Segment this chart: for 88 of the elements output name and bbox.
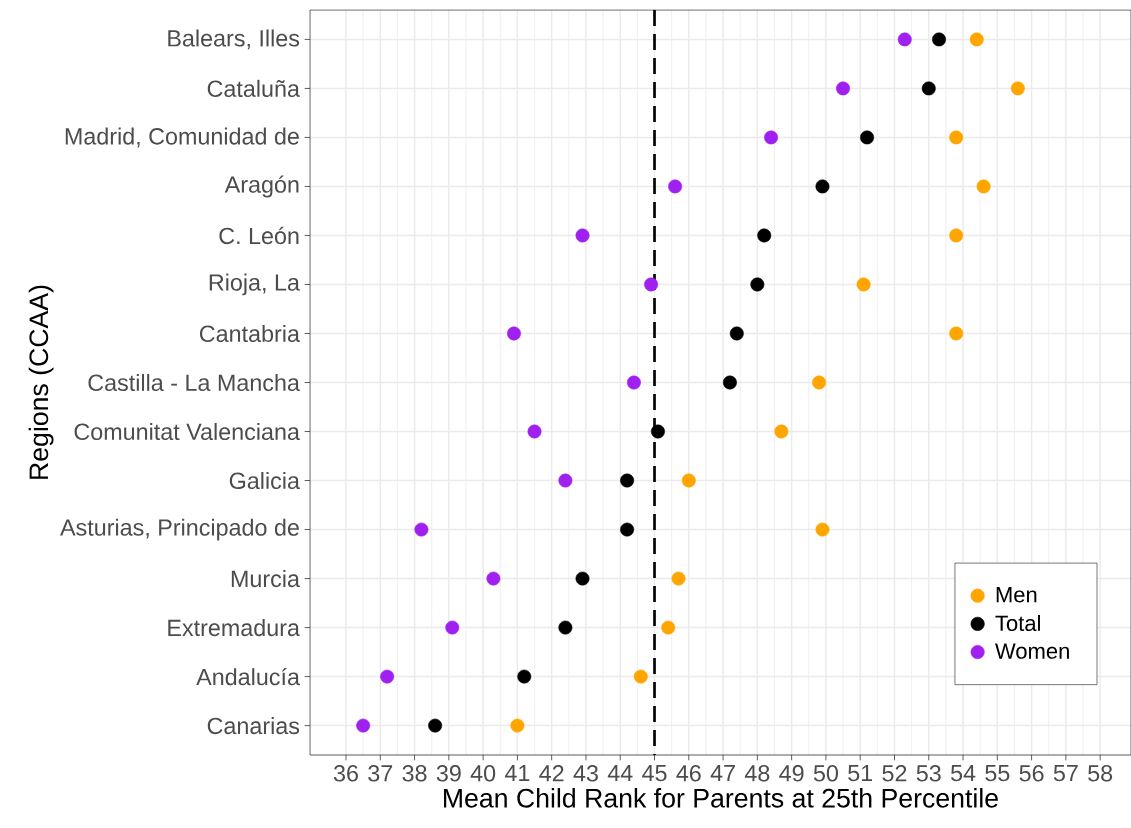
point	[949, 326, 964, 341]
point	[815, 522, 830, 537]
x-tick-label: 50	[813, 765, 838, 782]
point	[527, 424, 542, 439]
point	[633, 669, 648, 684]
x-tick-label: 56	[1019, 765, 1044, 782]
point	[836, 81, 850, 96]
point	[757, 228, 772, 243]
point	[428, 718, 443, 733]
x-tick-label: 53	[916, 765, 941, 782]
point	[558, 620, 573, 635]
point	[644, 277, 659, 292]
y-tick-label: Madrid, Comunidad de	[65, 127, 299, 148]
y-axis-title: Regions (CCAA)	[28, 285, 54, 479]
point	[976, 179, 991, 194]
point	[729, 326, 744, 341]
point	[517, 669, 532, 684]
x-tick-label: 42	[539, 765, 564, 782]
y-tick-label: Canarias	[207, 717, 300, 735]
point	[932, 32, 946, 47]
point	[486, 571, 501, 586]
x-tick-label: 52	[882, 765, 907, 782]
x-tick-label: 44	[607, 765, 633, 782]
y-tick-label: Andalucía	[196, 667, 300, 686]
y-tick-label: Cantabria	[199, 324, 300, 343]
x-tick-label: 46	[676, 765, 701, 782]
x-axis-title: Mean Child Rank for Parents at 25th Percentile	[444, 788, 998, 808]
point	[620, 522, 635, 537]
point	[356, 718, 371, 733]
x-tick-label: 41	[504, 765, 530, 782]
point	[681, 473, 696, 488]
point	[668, 179, 683, 194]
x-tick-label: 40	[470, 765, 496, 782]
x-tick-label: 58	[1088, 765, 1113, 782]
x-tick-label: 48	[744, 765, 770, 782]
legend-label: Women	[995, 643, 1069, 659]
y-tick-label: Murcia	[231, 569, 300, 588]
point	[774, 424, 789, 439]
point	[445, 620, 460, 635]
point	[969, 32, 984, 47]
x-tick-label: 54	[951, 765, 976, 782]
point	[575, 571, 590, 586]
point	[627, 375, 641, 390]
y-tick-label: Balears, Illes	[168, 29, 300, 50]
y-tick-label: Comunitat Valenciana	[74, 422, 300, 441]
point	[921, 81, 936, 96]
x-tick-label: 57	[1053, 765, 1078, 782]
x-tick-label: 51	[848, 765, 873, 782]
point	[1010, 81, 1025, 96]
y-tick-label: Galicia	[229, 471, 300, 490]
y-tick-label: Cataluña	[207, 79, 300, 97]
x-tick-label: 38	[402, 765, 427, 782]
point	[750, 277, 765, 292]
point	[949, 228, 964, 243]
point	[949, 130, 964, 145]
y-tick-label: Extremadura	[168, 619, 300, 637]
point	[897, 32, 912, 47]
point	[575, 228, 590, 243]
point	[620, 473, 635, 488]
point	[812, 375, 826, 390]
point	[860, 130, 874, 145]
point	[815, 179, 830, 194]
point	[380, 669, 395, 684]
point	[510, 718, 525, 733]
point	[723, 375, 737, 390]
x-tick-label: 45	[642, 765, 667, 782]
point	[507, 326, 521, 341]
y-tick-label: Aragón	[224, 175, 299, 198]
legend-label: Total	[995, 614, 1040, 632]
x-tick-label: 36	[333, 765, 358, 782]
x-tick-label: 43	[573, 765, 598, 782]
point	[856, 277, 871, 292]
y-tick-label: Rioja, La	[209, 273, 300, 296]
y-tick-label: Asturias, Principado de	[60, 518, 299, 541]
x-tick-label: 47	[710, 765, 735, 782]
x-tick-label: 49	[779, 765, 804, 782]
point	[558, 473, 573, 488]
point	[414, 522, 429, 537]
y-tick-label: C. León	[219, 226, 299, 245]
x-tick-label: 37	[368, 765, 393, 782]
point	[661, 620, 676, 635]
x-tick-label: 39	[436, 765, 461, 782]
point	[764, 130, 778, 145]
y-tick-label: Castilla - La Mancha	[88, 373, 300, 392]
point	[671, 571, 686, 586]
point	[651, 424, 665, 439]
legend-label: Men	[996, 587, 1037, 603]
x-tick-label: 55	[985, 765, 1010, 782]
